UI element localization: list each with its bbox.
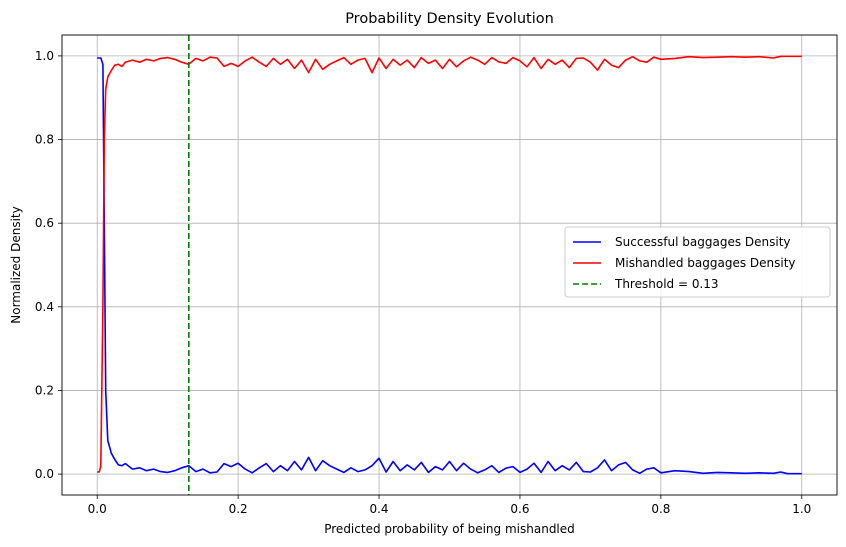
chart-title: Probability Density Evolution <box>345 11 554 27</box>
plot-lines <box>97 35 802 495</box>
x-tick-label: 0.2 <box>229 502 248 516</box>
legend-label: Mishandled baggages Density <box>615 256 796 270</box>
x-tick-label: 0.6 <box>510 502 529 516</box>
y-axis-label: Normalized Density <box>9 206 23 324</box>
plot-frame <box>61 34 838 496</box>
legend-label: Successful baggages Density <box>615 235 791 249</box>
mishandled-density-line <box>97 55 802 473</box>
y-tick-label: 1.0 <box>35 49 54 63</box>
legend-box <box>564 226 831 298</box>
x-tick-label: 0.0 <box>88 502 107 516</box>
x-tick-label: 0.4 <box>369 502 388 516</box>
y-tick-label: 0.2 <box>35 383 54 397</box>
y-axis-ticks: 0.0 0.2 0.4 0.6 0.8 1.0 <box>35 49 62 481</box>
y-tick-label: 0.0 <box>35 467 54 481</box>
x-tick-label: 0.8 <box>651 502 670 516</box>
legend-label: Threshold = 0.13 <box>614 277 719 291</box>
y-tick-label: 0.6 <box>35 216 54 230</box>
y-tick-label: 0.8 <box>35 133 54 147</box>
x-axis-label: Predicted probability of being mishandle… <box>324 522 575 536</box>
x-axis-ticks: 0.0 0.2 0.4 0.6 0.8 1.0 <box>88 495 811 516</box>
y-tick-label: 0.4 <box>35 300 54 314</box>
successful-density-line <box>97 57 802 475</box>
x-tick-label: 1.0 <box>792 502 811 516</box>
legend: Successful baggages Density Mishandled ba… <box>564 226 831 298</box>
